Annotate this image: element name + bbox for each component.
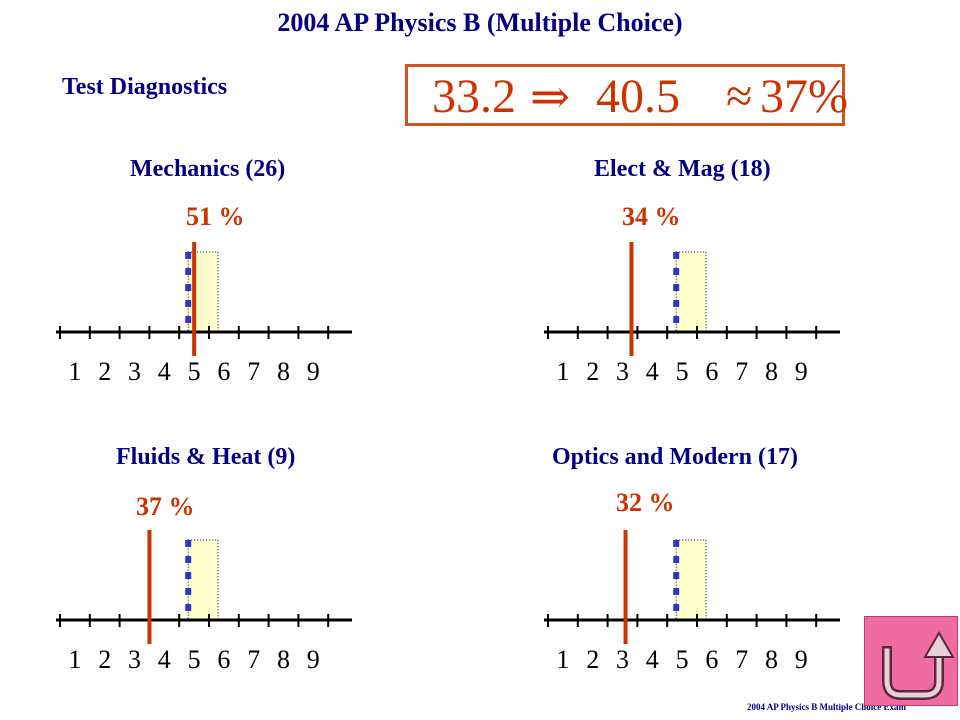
tick-label: 6	[705, 357, 718, 386]
tick-label: 1	[556, 645, 569, 674]
pct-fluids-heat: 37 %	[136, 492, 195, 521]
score-to: 40.5	[596, 70, 680, 123]
tick-label: 4	[158, 357, 171, 386]
return-button[interactable]	[864, 616, 958, 706]
tick-label: 1	[556, 357, 569, 386]
tick-label: 4	[646, 645, 659, 674]
highlight-band	[187, 539, 219, 621]
tick-label: 3	[616, 645, 629, 674]
tick-label: 5	[676, 357, 689, 386]
tick-label: 7	[247, 645, 260, 674]
tick-label: 3	[128, 645, 141, 674]
tick-label: 4	[646, 357, 659, 386]
tick-label: 5	[676, 645, 689, 674]
page-title: 2004 AP Physics B (Multiple Choice)	[277, 8, 683, 37]
tick-label: 5	[188, 357, 201, 386]
tick-label: 6	[705, 645, 718, 674]
tick-label: 3	[616, 357, 629, 386]
tick-label: 9	[795, 357, 808, 386]
tick-label: 2	[98, 645, 111, 674]
score-result: 37%	[760, 70, 848, 123]
tick-label: 9	[795, 645, 808, 674]
tick-label: 4	[158, 645, 171, 674]
tick-label: 5	[188, 645, 201, 674]
tick-label: 8	[765, 645, 778, 674]
tick-label: 8	[765, 357, 778, 386]
tick-label: 1	[68, 357, 81, 386]
tick-label: 3	[128, 357, 141, 386]
implies-arrow-icon: ⇒	[530, 71, 571, 124]
pct-optics-modern: 32 %	[616, 488, 675, 517]
highlight-band	[675, 539, 707, 621]
score-summary-box: 33.2 ⇒ 40.5 ≈ 37%	[405, 64, 848, 126]
tick-label: 9	[307, 357, 320, 386]
tick-label: 2	[586, 645, 599, 674]
panel-title-mechanics: Mechanics (26)	[130, 156, 286, 182]
diagnostics-label: Test Diagnostics	[62, 74, 228, 100]
tick-label: 2	[586, 357, 599, 386]
panel-title-fluids-heat: Fluids & Heat (9)	[116, 444, 296, 470]
tick-label: 9	[307, 645, 320, 674]
highlight-band	[675, 251, 707, 333]
panel-title-optics-modern: Optics and Modern (17)	[552, 444, 798, 470]
pct-mechanics: 51 %	[186, 202, 245, 231]
score-from: 33.2	[432, 70, 516, 123]
tick-label: 2	[98, 357, 111, 386]
tick-label: 7	[735, 357, 748, 386]
tick-label: 8	[277, 357, 290, 386]
tick-label: 7	[247, 357, 260, 386]
tick-label: 8	[277, 645, 290, 674]
tick-label: 6	[217, 645, 230, 674]
u-turn-arrow-icon	[882, 631, 955, 700]
tick-label: 6	[217, 357, 230, 386]
tick-label: 1	[68, 645, 81, 674]
pct-elect-mag: 34 %	[622, 202, 681, 231]
tick-label: 7	[735, 645, 748, 674]
approx-symbol: ≈	[726, 70, 753, 123]
footer-text: 2004 AP Physics B Multiple Choice Exam	[747, 702, 907, 712]
panel-title-elect-mag: Elect & Mag (18)	[594, 156, 771, 182]
